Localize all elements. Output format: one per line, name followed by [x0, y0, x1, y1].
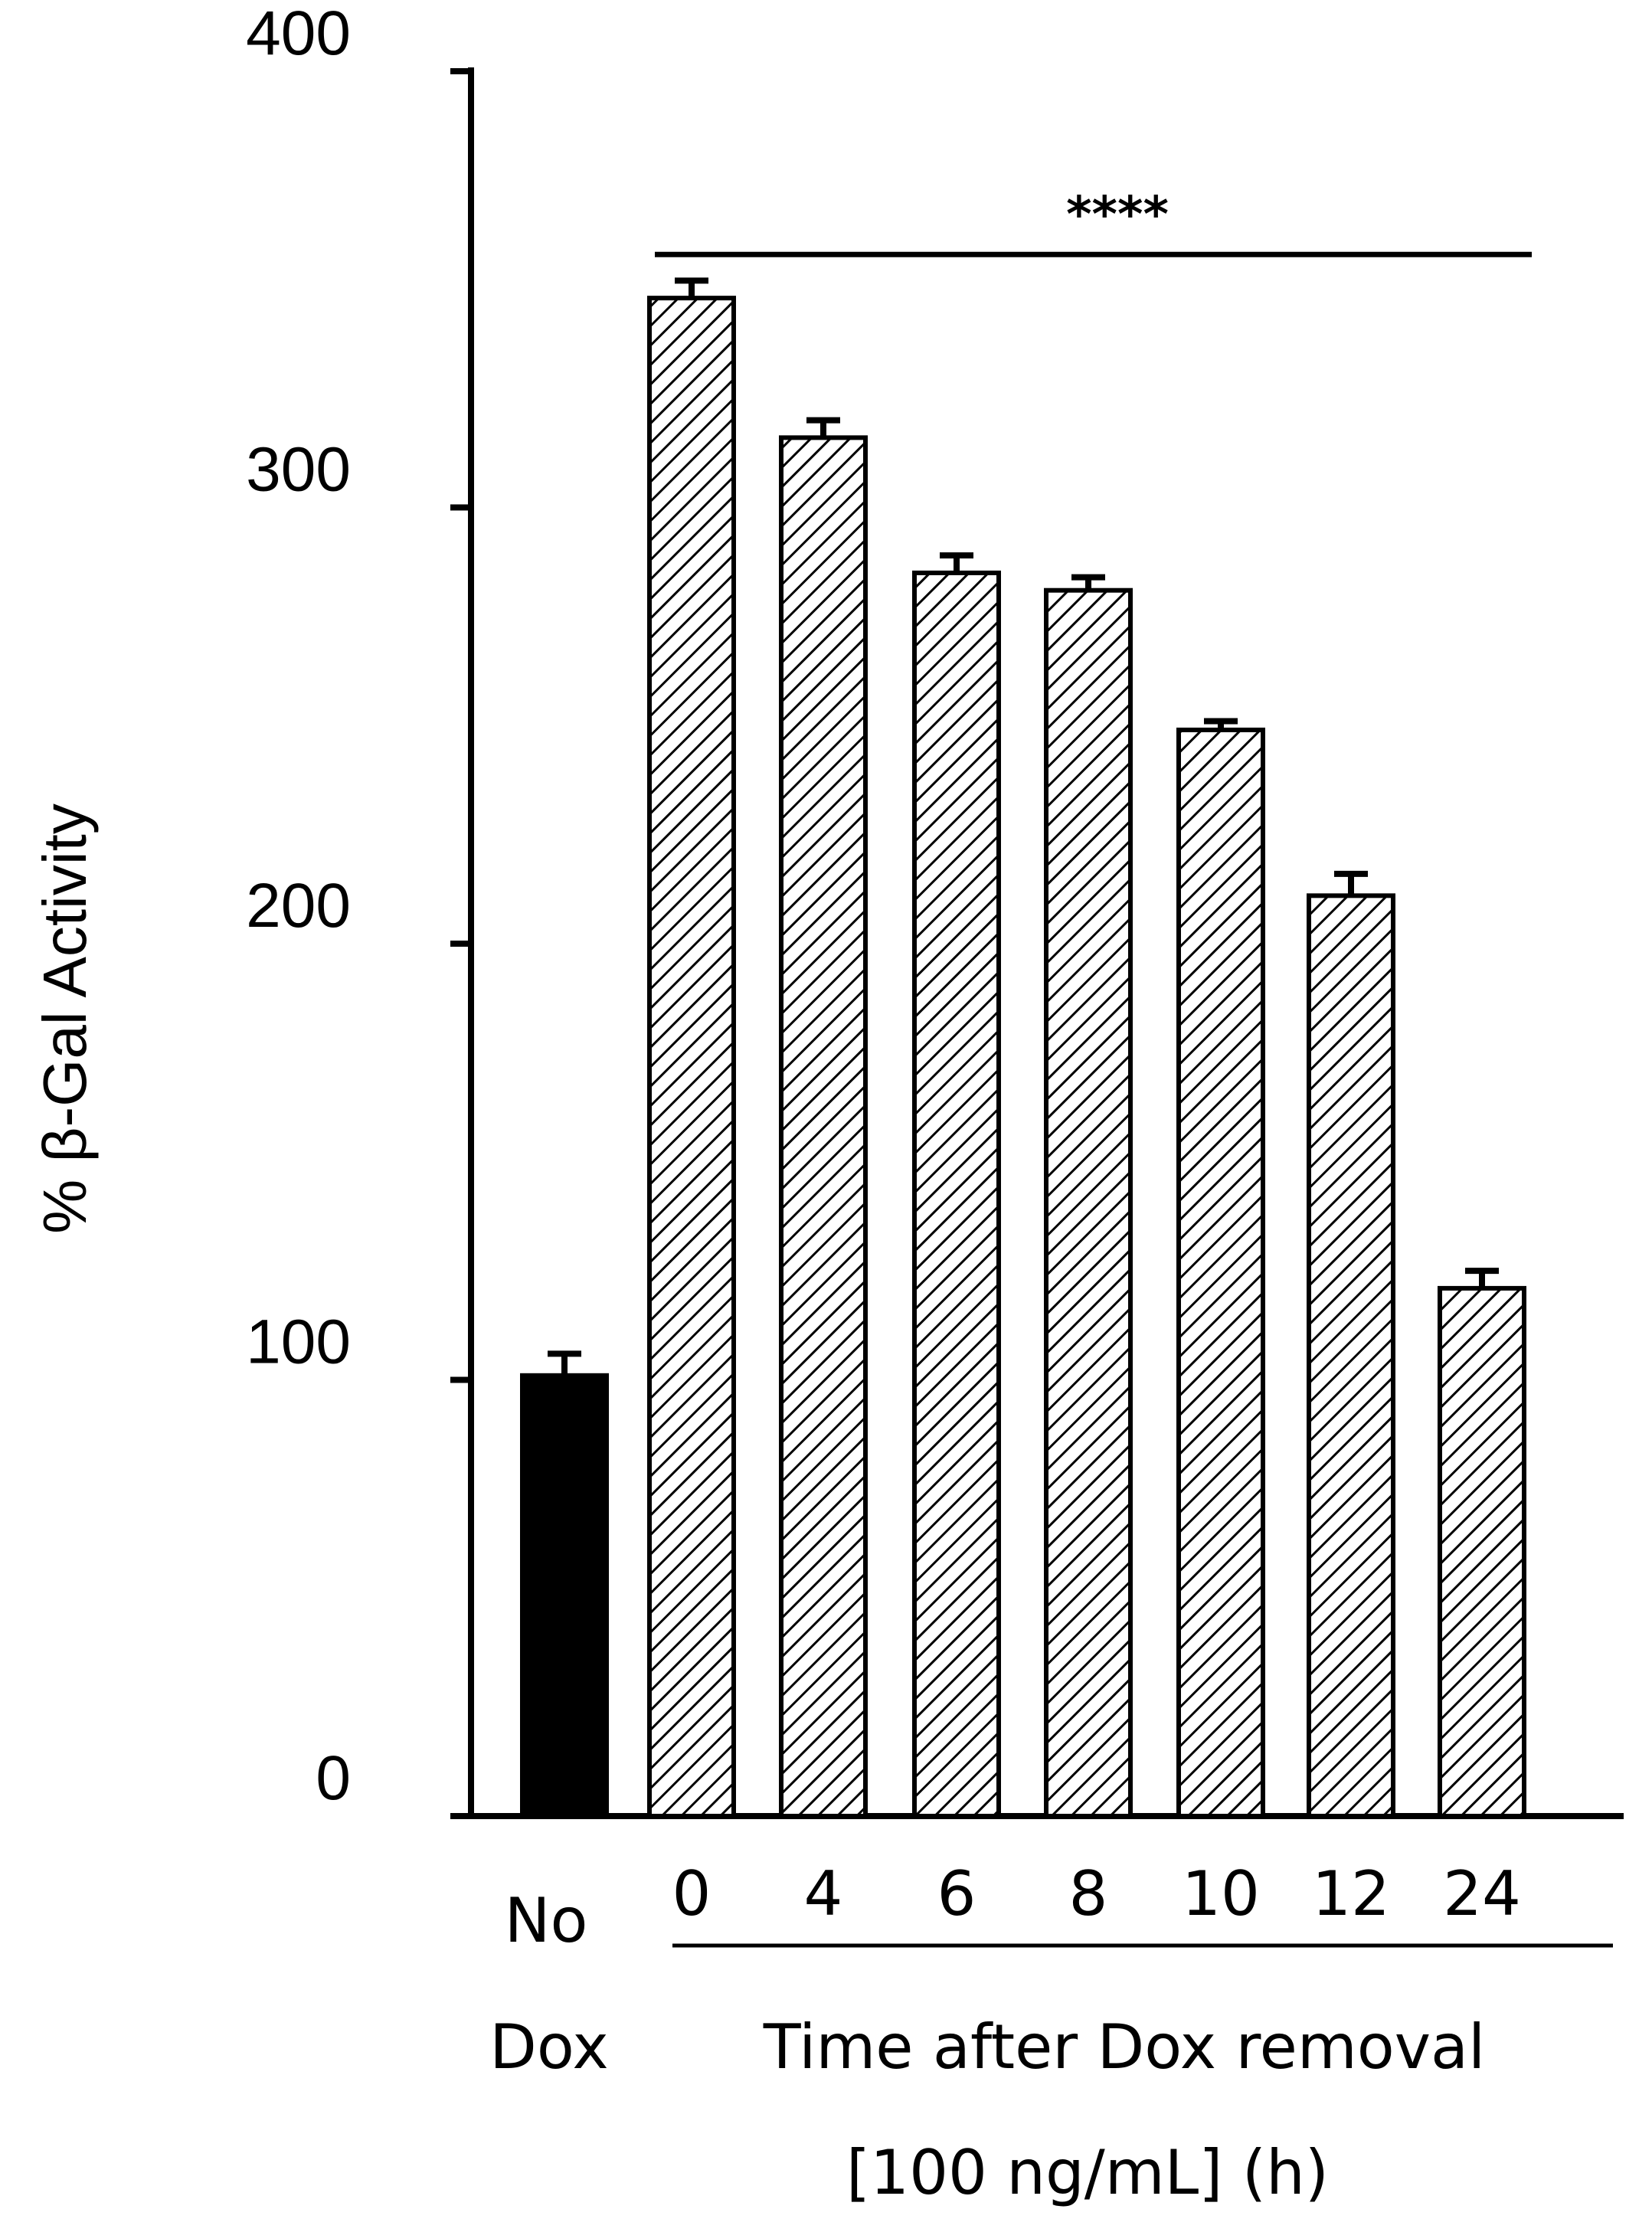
- y-axis-label: % β-Gal Activity: [31, 803, 99, 1234]
- x-tick-label-8: 8: [1069, 1858, 1108, 1929]
- bar-8h: [1044, 587, 1133, 1819]
- bar-10h: [1176, 727, 1265, 1819]
- bar-12h: [1307, 893, 1395, 1818]
- y-axis: 0 100 200 300 400: [246, 0, 474, 1819]
- y-tick-label-0: 0: [316, 1743, 351, 1813]
- significance-label: ****: [1066, 187, 1169, 244]
- x-tick-label-10: 10: [1182, 1858, 1260, 1929]
- y-tick-label-300: 300: [246, 435, 351, 505]
- x-tick-labels: 0 4 6 8 10 12 24: [672, 1858, 1521, 1929]
- significance-annotation: ****: [655, 187, 1532, 257]
- x-tick-label-4: 4: [804, 1858, 843, 1929]
- y-tick-label-200: 200: [246, 871, 351, 941]
- bar-4h: [779, 435, 868, 1818]
- bar-0h: [647, 296, 736, 1818]
- x-tick-label-6: 6: [937, 1858, 976, 1929]
- x-tick-label-12: 12: [1312, 1858, 1390, 1929]
- y-tick-label-100: 100: [246, 1307, 351, 1377]
- x-tick-label-0: 0: [672, 1858, 712, 1929]
- bars: [520, 296, 1526, 1819]
- bar-24h: [1438, 1285, 1526, 1818]
- bar-6h: [912, 570, 1001, 1818]
- y-ticks: 0 100 200 300 400: [246, 0, 471, 1819]
- x-axis-label-line2: [100 ng/mL] (h): [846, 2137, 1329, 2208]
- x-axis-label-line1: Time after Dox removal: [763, 2011, 1486, 2083]
- control-label-dox: Dox: [489, 2011, 608, 2083]
- control-label-no: No: [505, 1885, 588, 1956]
- x-tick-label-24: 24: [1443, 1858, 1521, 1929]
- y-tick-label-400: 400: [246, 0, 351, 68]
- error-bars: [548, 277, 1499, 1376]
- bar-no-dox: [520, 1373, 609, 1819]
